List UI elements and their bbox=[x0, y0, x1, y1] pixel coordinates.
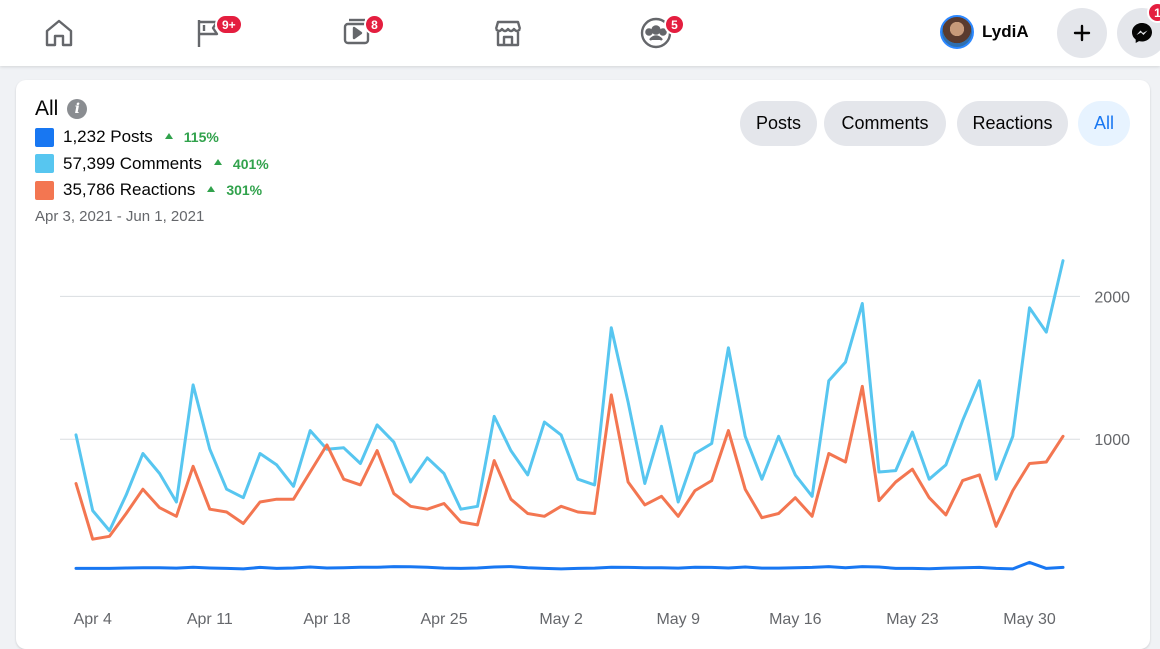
top-navigation-bar: 9+ 8 5 LydiA 1 bbox=[0, 0, 1160, 66]
filter-comments[interactable]: Comments bbox=[824, 101, 946, 146]
up-arrow-icon bbox=[213, 159, 222, 166]
x-tick-label: May 30 bbox=[1003, 611, 1056, 628]
comments-change-value: 401% bbox=[232, 155, 269, 172]
filter-all[interactable]: All bbox=[1078, 101, 1130, 146]
plus-icon bbox=[1073, 24, 1091, 42]
legend: 1,232 Posts 115% 57,399 Comments 401% 35… bbox=[35, 124, 269, 204]
series-line-posts bbox=[74, 560, 1065, 571]
filter-reactions[interactable]: Reactions bbox=[957, 101, 1068, 146]
card-header: All i bbox=[35, 97, 88, 121]
x-tick-label: May 2 bbox=[539, 611, 583, 628]
nav-pages[interactable]: 9+ bbox=[177, 8, 243, 58]
posts-change-value: 115% bbox=[183, 129, 219, 146]
nav-groups[interactable]: 5 bbox=[624, 8, 688, 58]
messenger-icon bbox=[1132, 23, 1152, 43]
avatar bbox=[940, 15, 974, 49]
create-button[interactable] bbox=[1057, 8, 1107, 58]
date-range: Apr 3, 2021 - Jun 1, 2021 bbox=[35, 208, 205, 225]
x-tick-label: Apr 18 bbox=[303, 611, 350, 628]
nav-home[interactable] bbox=[27, 8, 91, 58]
reactions-change-value: 301% bbox=[226, 182, 263, 199]
reactions-total: 35,786 Reactions bbox=[63, 180, 196, 200]
groups-badge: 5 bbox=[664, 14, 685, 35]
pages-badge: 9+ bbox=[215, 14, 243, 35]
reactions-change: 301% bbox=[207, 182, 262, 198]
comments-change: 401% bbox=[213, 155, 269, 172]
y-tick-label: 1000 bbox=[1094, 432, 1130, 449]
groups-icon bbox=[640, 17, 672, 49]
info-icon[interactable]: i bbox=[67, 99, 88, 119]
x-tick-label: Apr 4 bbox=[74, 611, 112, 628]
nav-marketplace[interactable] bbox=[476, 8, 540, 58]
messenger-button[interactable]: 1 bbox=[1117, 2, 1160, 58]
x-tick-label: May 9 bbox=[656, 611, 700, 628]
posts-total: 1,232 Posts bbox=[63, 127, 153, 147]
posts-swatch bbox=[35, 127, 54, 147]
messenger-badge: 1 bbox=[1147, 2, 1160, 23]
x-tick-label: Apr 11 bbox=[187, 611, 233, 628]
profile-name: LydiA bbox=[982, 22, 1029, 41]
store-icon bbox=[494, 20, 522, 47]
profile-button[interactable]: LydiA bbox=[940, 12, 1029, 52]
x-tick-label: May 16 bbox=[769, 611, 822, 628]
engagement-line-chart: 1000 2000 Apr 4 Apr 11 Apr 18 Apr 25 May 2 May … bbox=[60, 259, 1130, 628]
legend-comments: 57,399 Comments 401% bbox=[35, 151, 269, 178]
x-tick-label: May 23 bbox=[886, 611, 939, 628]
legend-reactions: 35,786 Reactions 301% bbox=[35, 177, 269, 204]
series-line-comments bbox=[74, 259, 1065, 533]
nav-watch[interactable]: 8 bbox=[325, 8, 389, 58]
series-line-reactions bbox=[74, 384, 1065, 541]
insights-card: All i 1,232 Posts 115% 57,399 Comments 4… bbox=[16, 80, 1150, 649]
up-arrow-icon bbox=[164, 132, 173, 139]
card-title: All bbox=[35, 97, 59, 120]
comments-total: 57,399 Comments bbox=[63, 153, 202, 173]
reactions-swatch bbox=[35, 180, 54, 200]
legend-posts: 1,232 Posts 115% bbox=[35, 124, 269, 151]
x-tick-label: Apr 25 bbox=[420, 611, 467, 628]
posts-change: 115% bbox=[164, 129, 219, 146]
watch-badge: 8 bbox=[364, 14, 385, 35]
y-tick-label: 2000 bbox=[1094, 289, 1130, 306]
filter-posts[interactable]: Posts bbox=[740, 101, 817, 146]
flag-icon bbox=[197, 20, 219, 47]
video-icon bbox=[343, 18, 370, 45]
comments-swatch bbox=[35, 154, 54, 174]
up-arrow-icon bbox=[207, 185, 216, 192]
home-icon bbox=[45, 19, 73, 47]
